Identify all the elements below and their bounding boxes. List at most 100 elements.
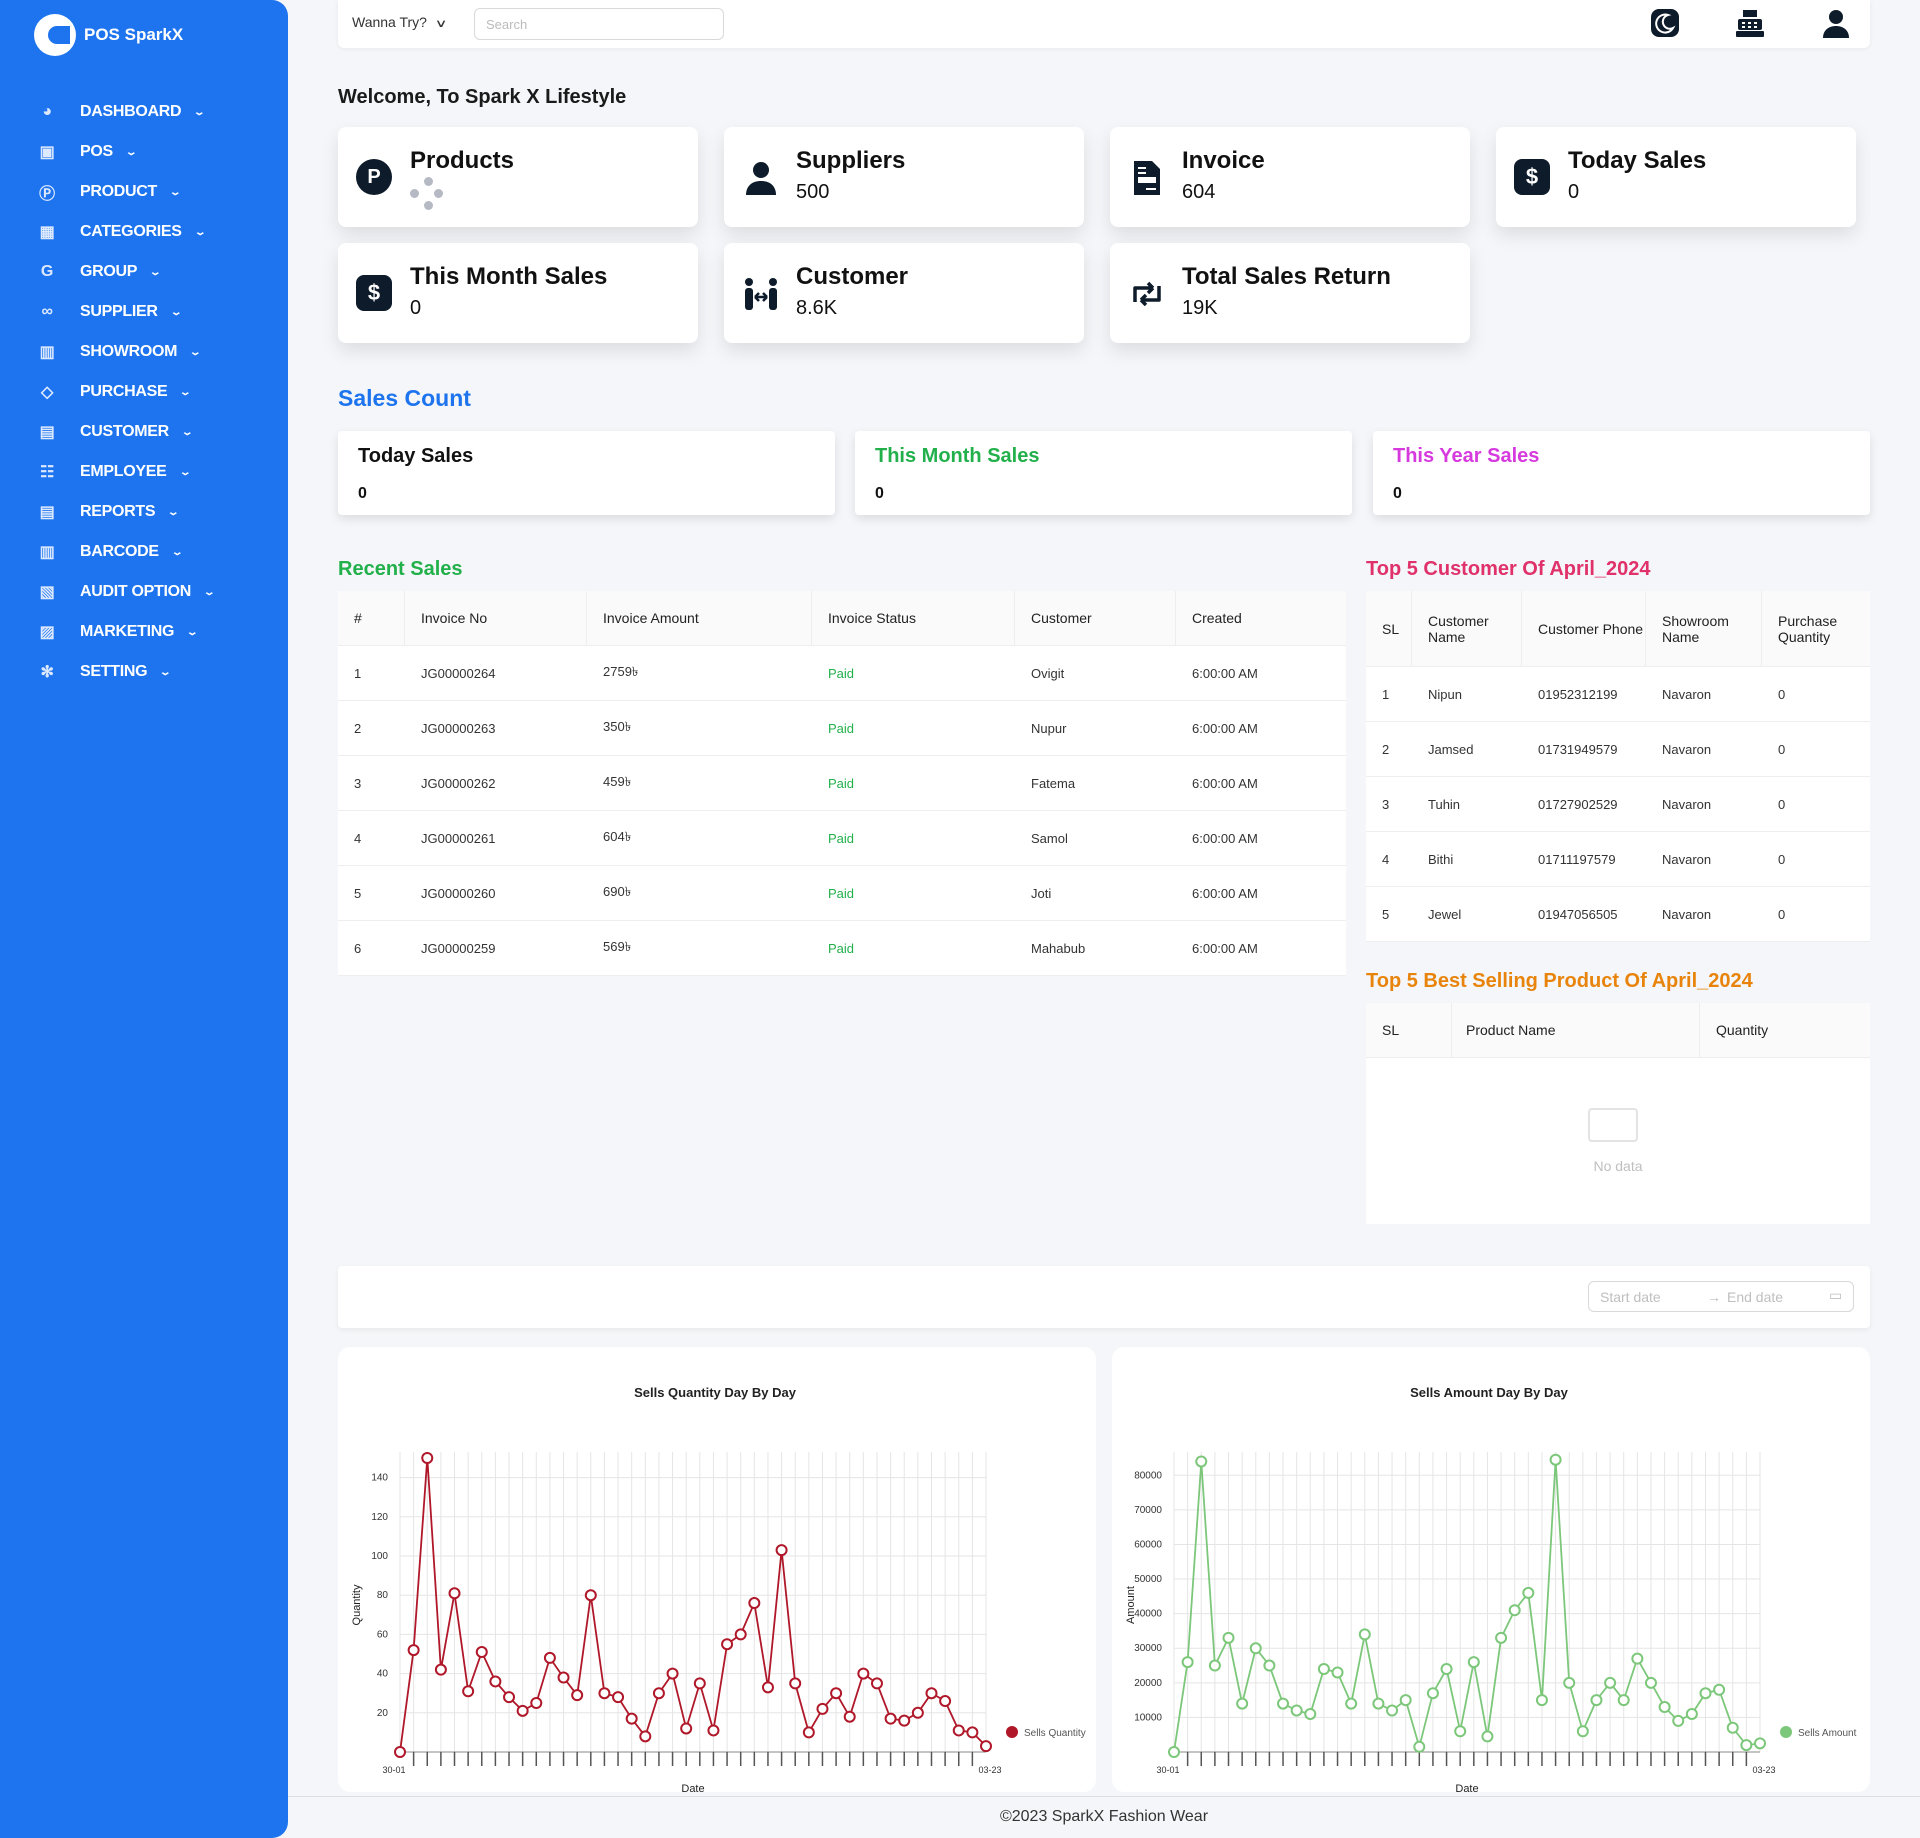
data-point[interactable]: [584, 1589, 597, 1602]
data-point[interactable]: [639, 1730, 652, 1743]
data-point[interactable]: [1644, 1676, 1657, 1689]
data-point[interactable]: [857, 1667, 870, 1680]
data-point[interactable]: [1467, 1656, 1480, 1669]
data-point[interactable]: [394, 1746, 406, 1758]
data-point[interactable]: [1345, 1697, 1358, 1710]
data-point[interactable]: [1181, 1656, 1194, 1669]
data-point[interactable]: [1222, 1631, 1235, 1644]
sidebar-item-dashboard[interactable]: ◕ DASHBOARD ⌄: [36, 92, 286, 132]
cash-register-icon[interactable]: [1733, 6, 1767, 40]
data-point[interactable]: [734, 1628, 747, 1641]
data-point[interactable]: [816, 1702, 829, 1715]
data-point[interactable]: [748, 1597, 761, 1610]
data-point[interactable]: [1426, 1687, 1439, 1700]
data-point[interactable]: [721, 1638, 734, 1651]
calendar-icon[interactable]: ▭: [1829, 1287, 1843, 1303]
table-row[interactable]: 1 Nipun 01952312199 Navaron 0: [1366, 667, 1870, 722]
sidebar-item-categories[interactable]: ▦ CATEGORIES ⌄: [36, 212, 286, 252]
data-point[interactable]: [1685, 1707, 1698, 1720]
data-point[interactable]: [652, 1687, 665, 1700]
sidebar-item-purchase[interactable]: ◇ PURCHASE ⌄: [36, 372, 286, 412]
sidebar-item-group[interactable]: G GROUP ⌄: [36, 252, 286, 292]
data-point[interactable]: [789, 1677, 802, 1690]
table-row[interactable]: 5 Jewel 01947056505 Navaron 0: [1366, 887, 1870, 942]
date-range-picker[interactable]: Start date → End date ▭: [1588, 1281, 1854, 1312]
data-point[interactable]: [407, 1644, 420, 1657]
data-point[interactable]: [1413, 1740, 1426, 1753]
start-date-input[interactable]: Start date: [1600, 1289, 1661, 1305]
data-point[interactable]: [1604, 1676, 1617, 1689]
data-point[interactable]: [1495, 1631, 1508, 1644]
data-point[interactable]: [1508, 1604, 1521, 1617]
data-point[interactable]: [1658, 1701, 1671, 1714]
sidebar-item-audit-option[interactable]: ▧ AUDIT OPTION ⌄: [36, 572, 286, 612]
data-point[interactable]: [1672, 1714, 1685, 1727]
data-point[interactable]: [884, 1712, 897, 1725]
data-point[interactable]: [1331, 1666, 1344, 1679]
data-point[interactable]: [1263, 1659, 1276, 1672]
data-point[interactable]: [462, 1685, 475, 1698]
data-point[interactable]: [1372, 1697, 1385, 1710]
sidebar-item-marketing[interactable]: ▨ MARKETING ⌄: [36, 612, 286, 652]
data-point[interactable]: [1535, 1694, 1548, 1707]
data-point[interactable]: [530, 1697, 543, 1709]
sidebar-item-employee[interactable]: ☷ EMPLOYEE ⌄: [36, 452, 286, 492]
data-point[interactable]: [1549, 1453, 1562, 1466]
data-point[interactable]: [1522, 1586, 1535, 1599]
data-point[interactable]: [1740, 1739, 1753, 1752]
data-point[interactable]: [1386, 1704, 1399, 1717]
data-point[interactable]: [1290, 1704, 1303, 1717]
table-row[interactable]: 5 JG00000260 690৳ Paid Joti 6:00:00 AM: [338, 866, 1346, 921]
data-point[interactable]: [1304, 1707, 1317, 1720]
data-point[interactable]: [1454, 1725, 1467, 1738]
data-point[interactable]: [898, 1714, 911, 1727]
data-point[interactable]: [557, 1671, 570, 1684]
data-point[interactable]: [448, 1587, 461, 1600]
data-point[interactable]: [1576, 1725, 1589, 1738]
data-point[interactable]: [1317, 1662, 1330, 1675]
sidebar-item-product[interactable]: Ⓟ PRODUCT ⌄: [36, 172, 286, 212]
sidebar-item-reports[interactable]: ▤ REPORTS ⌄: [36, 492, 286, 532]
data-point[interactable]: [1208, 1659, 1221, 1672]
data-point[interactable]: [421, 1452, 434, 1464]
data-point[interactable]: [1754, 1737, 1766, 1750]
sidebar-item-showroom[interactable]: ▥ SHOWROOM ⌄: [36, 332, 286, 372]
table-row[interactable]: 2 JG00000263 350৳ Paid Nupur 6:00:00 AM: [338, 701, 1346, 756]
data-point[interactable]: [939, 1695, 952, 1708]
data-point[interactable]: [925, 1687, 938, 1700]
data-point[interactable]: [870, 1677, 883, 1690]
data-point[interactable]: [625, 1712, 638, 1725]
data-point[interactable]: [1399, 1694, 1412, 1707]
data-point[interactable]: [693, 1677, 706, 1690]
data-point[interactable]: [830, 1687, 843, 1700]
data-point[interactable]: [707, 1724, 720, 1737]
data-point[interactable]: [1590, 1694, 1603, 1707]
data-point[interactable]: [966, 1726, 979, 1739]
data-point[interactable]: [761, 1681, 774, 1694]
data-point[interactable]: [1617, 1694, 1630, 1707]
data-point[interactable]: [1440, 1662, 1453, 1675]
sidebar-item-supplier[interactable]: ∞ SUPPLIER ⌄: [36, 292, 286, 332]
data-point[interactable]: [612, 1691, 625, 1704]
table-row[interactable]: 4 Bithi 01711197579 Navaron 0: [1366, 832, 1870, 887]
user-profile-icon[interactable]: [1819, 6, 1853, 40]
data-point[interactable]: [680, 1722, 693, 1735]
table-row[interactable]: 4 JG00000261 604৳ Paid Samol 6:00:00 AM: [338, 811, 1346, 866]
wanna-try-dropdown[interactable]: Wanna Try? ∨: [352, 14, 447, 30]
sidebar-item-setting[interactable]: ✻ SETTING ⌄: [36, 652, 286, 692]
sidebar-item-barcode[interactable]: ▥ BARCODE ⌄: [36, 532, 286, 572]
data-point[interactable]: [1631, 1652, 1644, 1665]
data-point[interactable]: [1563, 1676, 1576, 1689]
data-point[interactable]: [775, 1544, 788, 1557]
table-row[interactable]: 3 Tuhin 01727902529 Navaron 0: [1366, 777, 1870, 832]
data-point[interactable]: [516, 1704, 529, 1717]
data-point[interactable]: [543, 1651, 556, 1664]
dark-mode-moon-icon[interactable]: [1648, 6, 1682, 40]
data-point[interactable]: [1481, 1730, 1494, 1743]
data-point[interactable]: [666, 1667, 679, 1680]
table-row[interactable]: 3 JG00000262 459৳ Paid Fatema 6:00:00 AM: [338, 756, 1346, 811]
data-point[interactable]: [1249, 1642, 1262, 1655]
data-point[interactable]: [1236, 1697, 1249, 1710]
data-point[interactable]: [489, 1675, 502, 1688]
data-point[interactable]: [1168, 1746, 1180, 1758]
